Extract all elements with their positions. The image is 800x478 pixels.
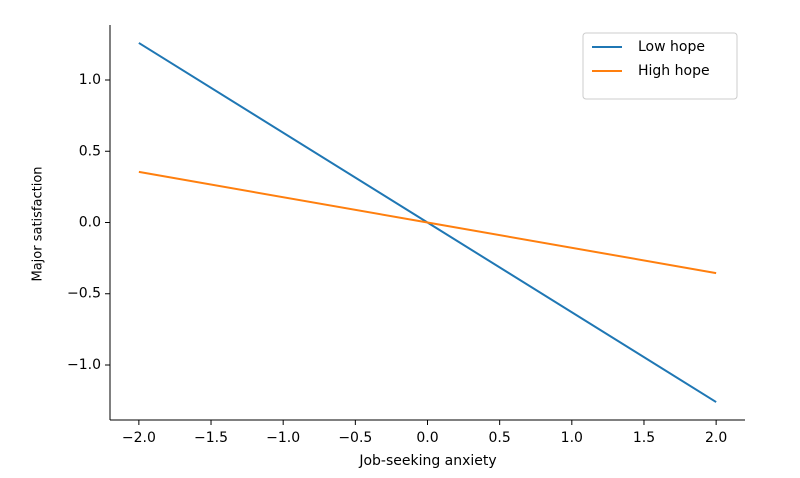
legend-box: [582, 32, 738, 100]
x-tick-label: 1.5: [633, 430, 655, 446]
legend-label: Low hope: [638, 39, 705, 55]
y-axis-label: Major satisfaction: [31, 166, 46, 281]
x-tick-label: 2.0: [705, 430, 727, 446]
y-tick-label: 0.0: [79, 215, 101, 231]
legend-label: High hope: [638, 63, 710, 79]
x-axis-label: Job-seeking anxiety: [358, 453, 496, 469]
y-tick-label: −1.0: [67, 357, 101, 373]
x-tick-label: 0.0: [416, 430, 438, 446]
x-tick-label: −1.0: [266, 430, 300, 446]
y-tick-label: 1.0: [79, 72, 101, 88]
x-tick-label: −0.5: [338, 430, 372, 446]
y-tick-label: 0.5: [79, 143, 101, 159]
line-series: [138, 170, 717, 275]
y-tick-label: −0.5: [67, 286, 101, 302]
x-tick-label: −1.5: [194, 430, 228, 446]
x-tick-label: 1.0: [561, 430, 583, 446]
x-tick-label: −2.0: [122, 430, 156, 446]
x-tick-label: 0.5: [489, 430, 511, 446]
